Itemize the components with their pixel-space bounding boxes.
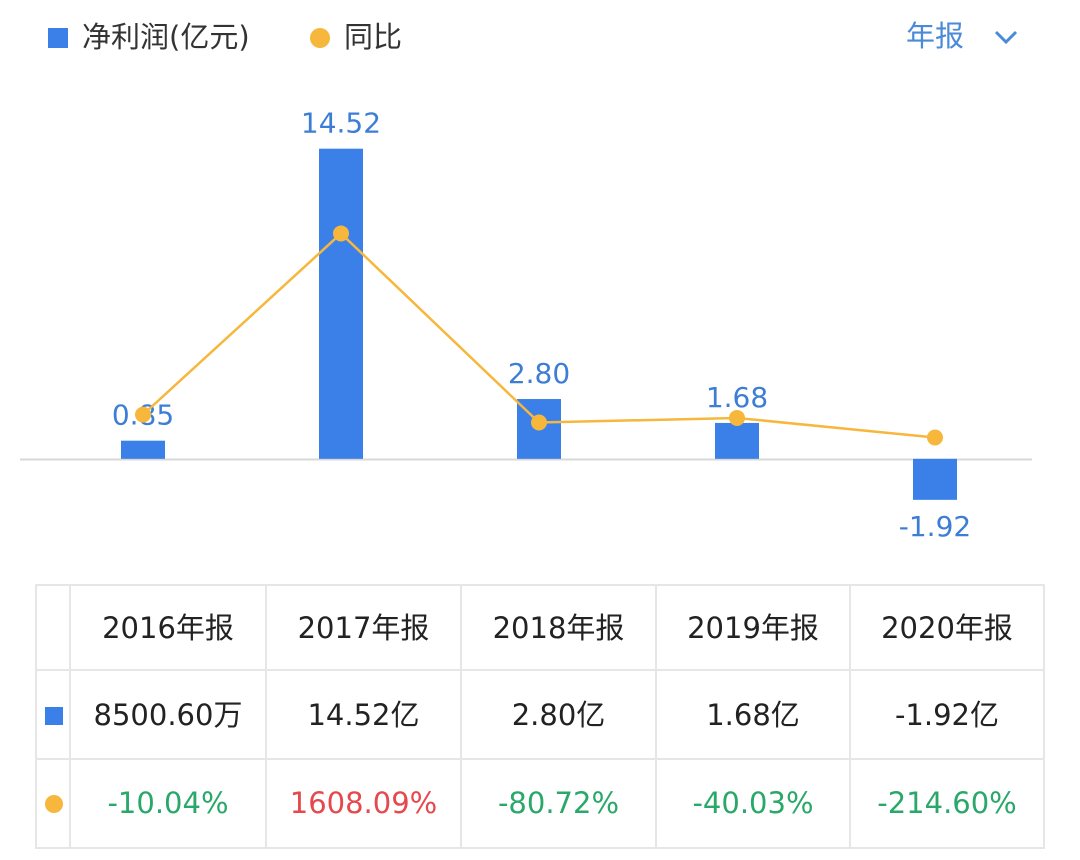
dropdown-chevron[interactable]	[994, 30, 1018, 45]
table-header: 2020年报	[881, 611, 1013, 645]
row-marker	[45, 707, 63, 725]
legend-label: 净利润(亿元)	[82, 20, 250, 54]
table-cell: -214.60%	[877, 786, 1017, 820]
table-cell: -40.03%	[692, 786, 813, 820]
legend-label: 同比	[344, 20, 402, 54]
bar	[121, 440, 165, 459]
table-cell: -10.04%	[107, 786, 228, 820]
table-cell: -80.72%	[498, 786, 619, 820]
table	[35, 584, 1045, 849]
bar	[715, 422, 759, 459]
table-header: 2016年报	[102, 611, 234, 645]
table-cell: 1608.09%	[290, 786, 437, 820]
table-cell: 1.68亿	[706, 698, 800, 732]
bar	[913, 458, 957, 500]
line-point	[729, 409, 745, 426]
legend-marker	[48, 28, 68, 48]
line-point	[135, 406, 151, 423]
line-point	[531, 414, 547, 431]
row-marker	[45, 795, 63, 813]
line-point	[927, 429, 943, 446]
table-header: 2017年报	[298, 611, 430, 645]
table-cell: 8500.60万	[94, 698, 243, 732]
legend-marker	[310, 28, 330, 48]
table-cell: -1.92亿	[895, 698, 999, 732]
line-point	[333, 225, 349, 242]
bar	[319, 148, 363, 459]
table-cell: 2.80亿	[512, 698, 606, 732]
table-border	[35, 584, 1045, 849]
data-label: -1.92	[899, 510, 971, 543]
data-label: 2.80	[508, 357, 570, 390]
table-header: 2018年报	[493, 611, 625, 645]
data-label: 1.68	[706, 381, 768, 414]
table-cell: 14.52亿	[307, 698, 419, 732]
data-label: 14.52	[301, 107, 381, 140]
period-selector[interactable]: 年报	[906, 19, 964, 53]
table-header: 2019年报	[687, 611, 819, 645]
